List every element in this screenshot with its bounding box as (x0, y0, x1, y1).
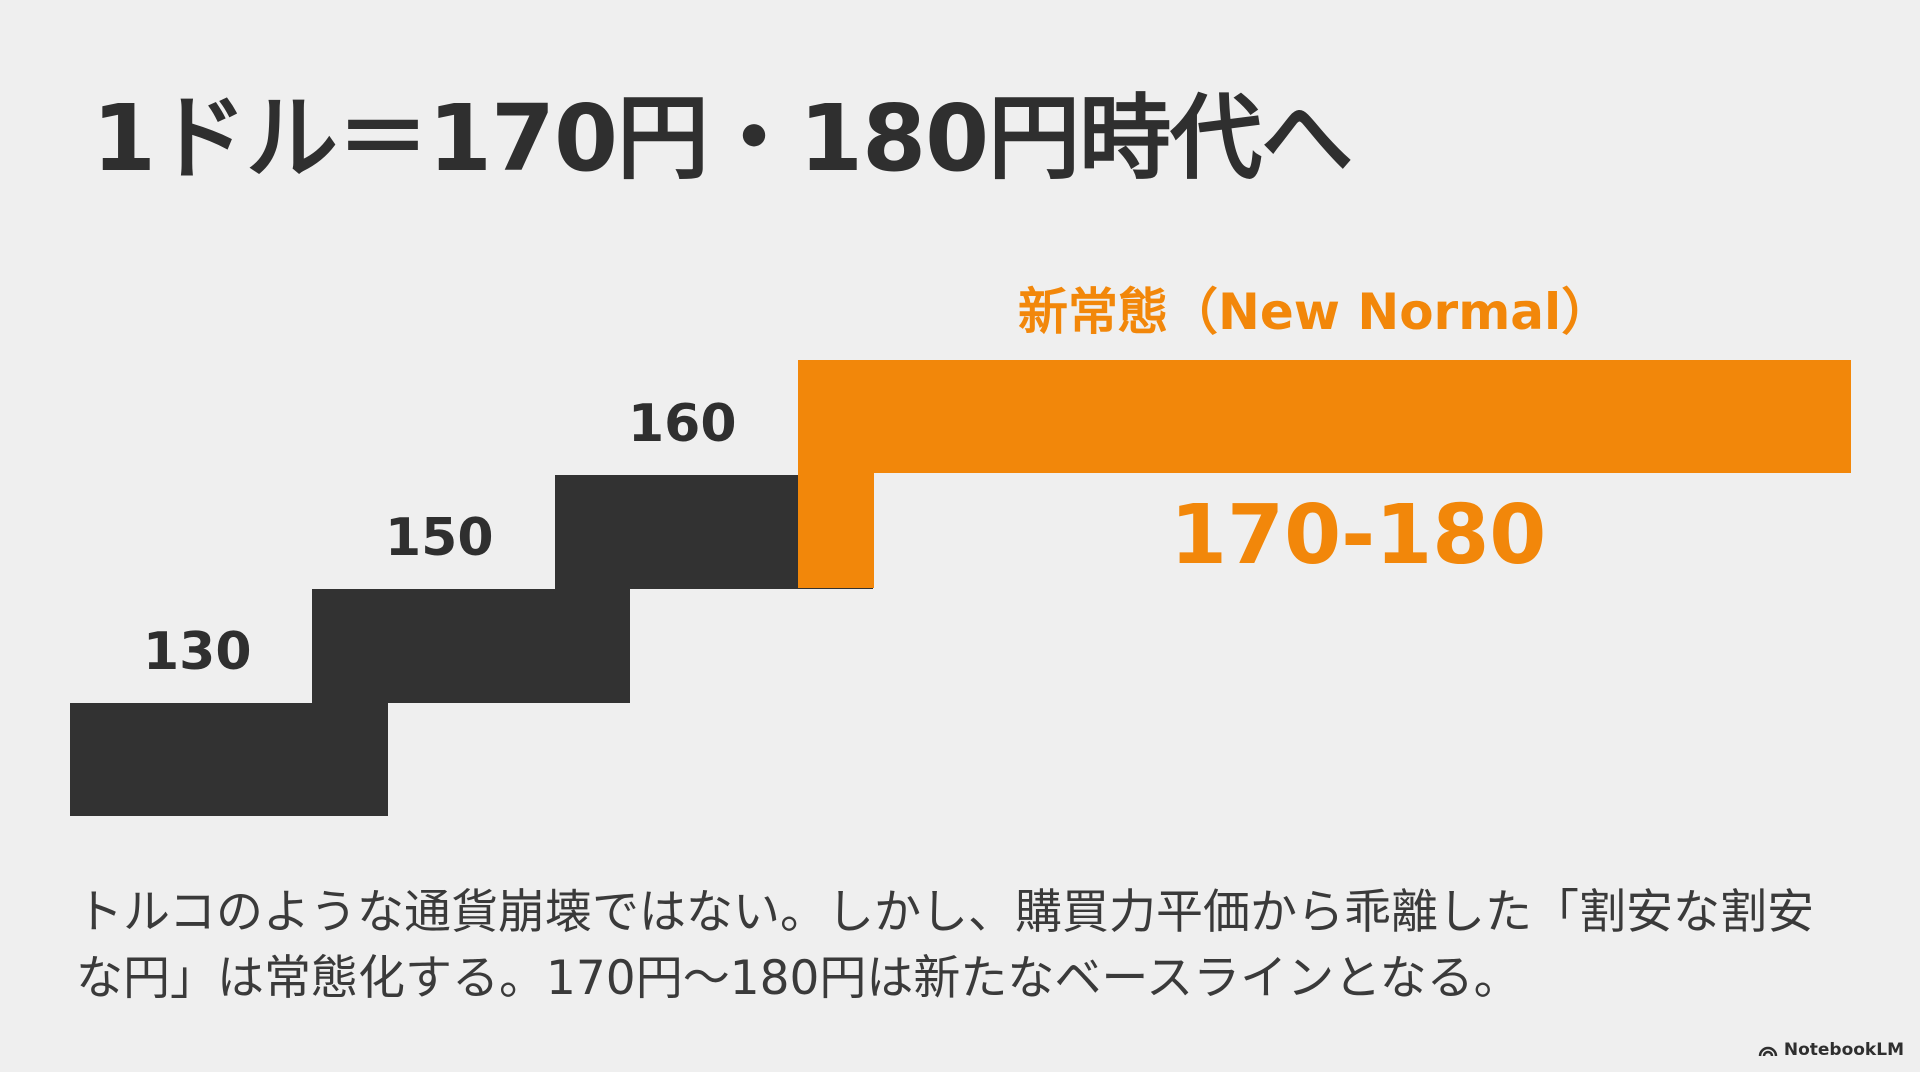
step-130-block (70, 703, 388, 816)
new-normal-bar (798, 360, 1851, 473)
new-normal-label: 新常態（New Normal） (1018, 283, 1612, 341)
notebooklm-logo-icon (1758, 1046, 1778, 1057)
brand-name: NotebookLM (1783, 1040, 1904, 1060)
step-label-160: 160 (628, 394, 737, 454)
step-150-block (312, 589, 630, 703)
step-label-130: 130 (143, 622, 252, 682)
body-text: トルコのような通貨崩壊ではない。しかし、購買力平価から乖離した「割安な割安な円」… (76, 885, 1815, 1006)
new-normal-connector (798, 473, 874, 588)
brand-mark: NotebookLM (1758, 1040, 1904, 1060)
slide-title: 1ドル＝170円・180円時代へ (92, 85, 1353, 192)
range-label: 170-180 (1170, 488, 1547, 583)
step-label-150: 150 (385, 508, 494, 568)
